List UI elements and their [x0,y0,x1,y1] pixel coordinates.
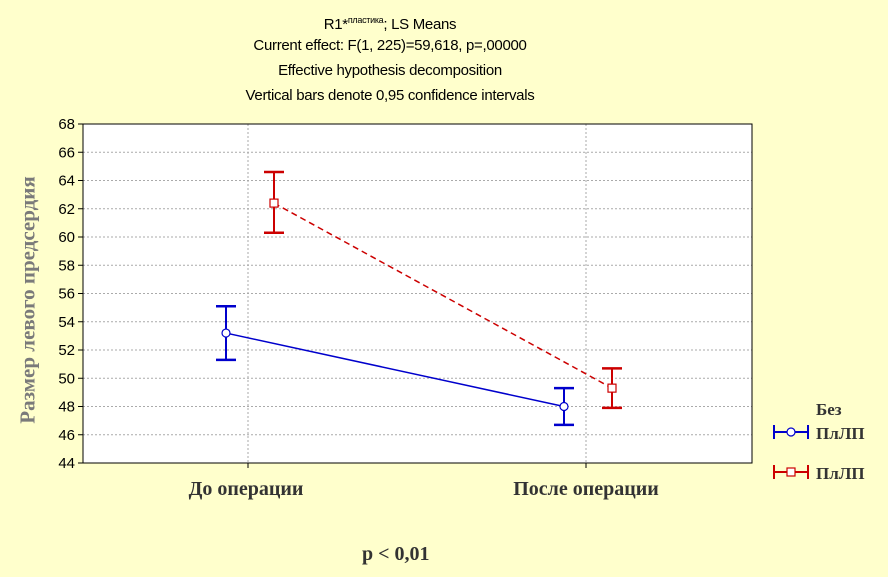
title-main: R1* [323,16,348,33]
y-tick-label-9: 62 [58,201,75,218]
data-point-0-1 [559,401,569,412]
legend-title: Без [816,400,842,419]
data-point-1-1 [607,383,617,393]
series-line-0 [225,332,565,408]
x-category-label-0: До операции [188,478,304,500]
legend-label-blue: ПлЛП [816,424,865,443]
confidence-note-line: Vertical bars denote 0,95 confidence int… [245,87,535,104]
y-tick-label-11: 66 [58,144,75,161]
current-effect-line: Current effect: F(1, 225)=59,618, p=,000… [253,37,527,54]
legend-marker-0 [786,427,796,437]
y-tick-label-12: 68 [58,116,75,133]
y-tick-label-3: 50 [58,370,75,387]
y-tick-label-1: 46 [58,427,75,444]
legend-marker-1 [786,467,796,477]
series-line-1 [273,202,613,389]
chart-header: R1*пластика; LS Means Current effect: F(… [0,8,780,108]
y-tick-label-2: 48 [58,399,75,416]
y-tick-label-10: 64 [58,173,75,190]
title-suffix: ; LS Means [383,16,457,33]
hypothesis-line: Effective hypothesis decomposition [278,62,502,79]
y-tick-label-8: 60 [58,229,75,246]
data-point-0-0 [221,328,231,338]
y-axis-label: Размер левого предсердия [15,176,40,424]
chart-title: R1*пластика; LS Means [0,8,780,33]
y-tick-label-0: 44 [58,455,75,472]
legend-label-red: ПлЛП [816,464,865,483]
p-value-note: p < 0,01 [362,543,430,565]
y-tick-label-4: 52 [58,342,75,359]
y-tick-label-5: 54 [58,314,75,331]
x-category-label-1: После операции [513,478,659,500]
data-point-1-0 [269,198,279,208]
y-tick-label-6: 56 [58,286,75,303]
title-superscript: пластика [347,15,384,25]
y-tick-label-7: 58 [58,257,75,274]
